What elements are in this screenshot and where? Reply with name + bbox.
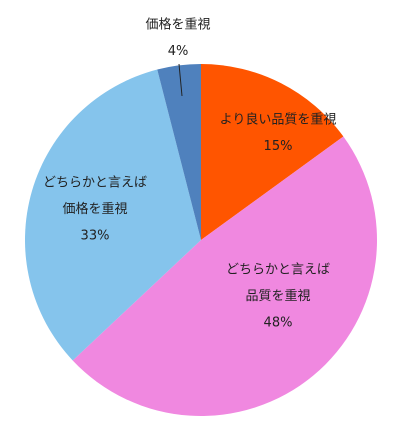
pie-slice [24, 69, 202, 361]
pie-slice [157, 64, 201, 240]
slice-label: より良い品質を重視 [220, 112, 337, 128]
value-label: 48% [264, 316, 293, 331]
pie-slice [201, 64, 344, 240]
value-label: 15% [264, 139, 293, 154]
slice-label: どちらかと言えば [226, 263, 330, 278]
pie-slice [72, 136, 378, 417]
slice-label: 価格を重視 [62, 201, 127, 217]
value-label: 4% [168, 44, 189, 59]
value-label: 33% [81, 229, 110, 244]
slice-label: どちらかと言えば [43, 176, 147, 191]
leader-line [178, 63, 183, 97]
slice-label: 品質を重視 [245, 288, 310, 304]
slice-label: 価格を重視 [145, 17, 210, 33]
